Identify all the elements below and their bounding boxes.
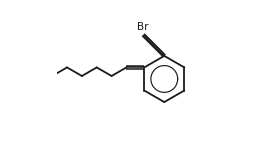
- Text: Br: Br: [137, 22, 148, 32]
